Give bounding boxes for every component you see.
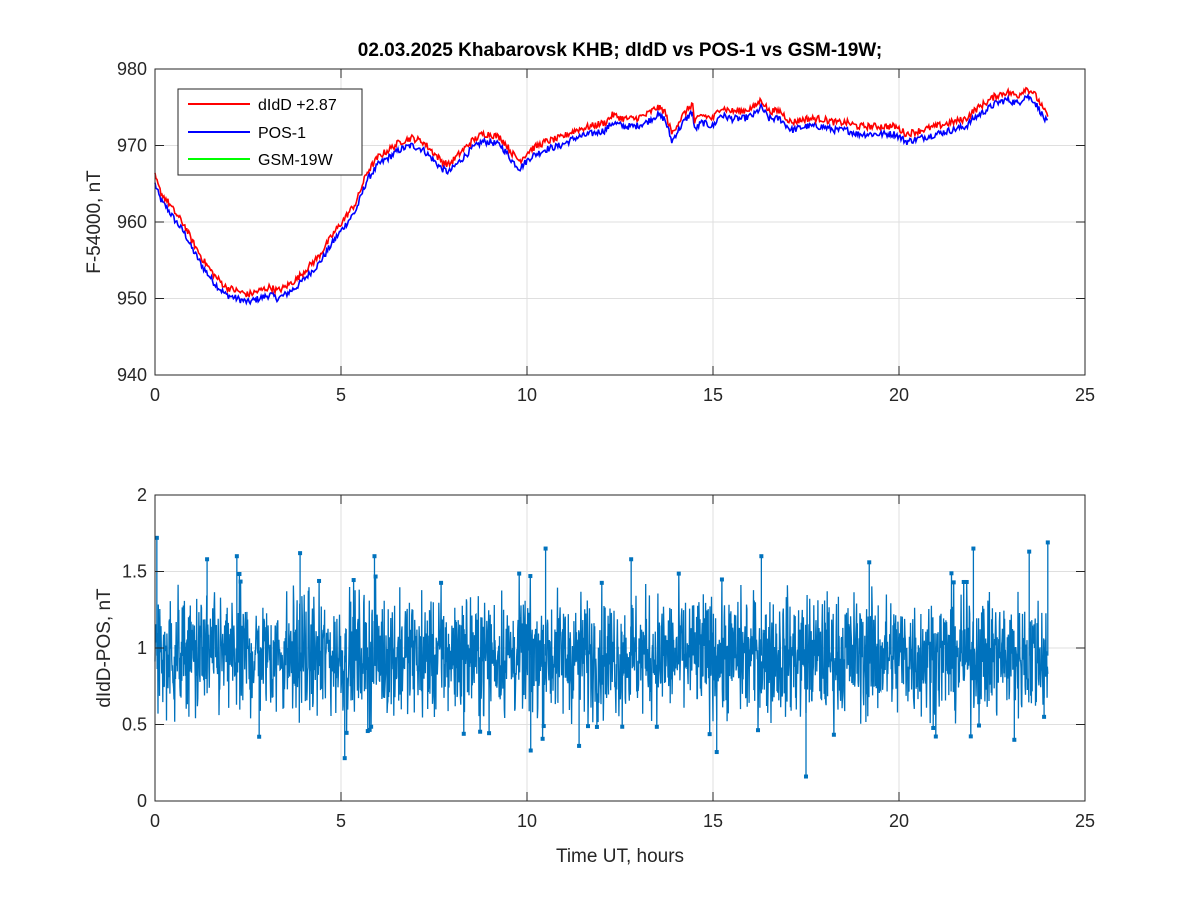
data-point-marker [577, 743, 582, 748]
bottom-axes: 0 5 10 15 20 25 0 0.5 1 1.5 2 Time UT, hours dIdD-… [94, 485, 1095, 867]
legend-label-pos1: POS-1 [258, 125, 306, 142]
data-point-marker [1012, 737, 1017, 742]
data-point-marker [317, 578, 322, 583]
y-tick-label: 950 [117, 289, 147, 309]
data-point-marker [373, 574, 378, 579]
x-tick-label: 10 [517, 385, 537, 405]
data-point-marker [933, 734, 938, 739]
data-point-marker [629, 557, 634, 562]
data-point-marker [961, 579, 966, 584]
data-point-marker [949, 571, 954, 576]
data-point-marker [351, 578, 356, 583]
bottom-ticks: 0 5 10 15 20 25 0 0.5 1 1.5 2 [122, 485, 1095, 831]
data-point-marker [586, 724, 591, 729]
data-point-marker [238, 579, 243, 584]
data-point-marker [237, 572, 242, 577]
data-point-marker [154, 535, 159, 540]
legend-label-gsm19w: GSM-19W [258, 152, 334, 169]
series-line-didd [154, 86, 1049, 298]
data-point-marker [439, 580, 444, 585]
bottom-x-axis-label: Time UT, hours [556, 846, 684, 867]
data-point-marker [1027, 549, 1032, 554]
x-tick-label: 10 [517, 811, 537, 831]
data-point-marker [234, 554, 239, 559]
data-point-marker [342, 756, 347, 761]
data-point-marker [541, 724, 546, 729]
data-point-marker [971, 546, 976, 551]
data-point-marker [372, 554, 377, 559]
x-tick-label: 25 [1075, 385, 1095, 405]
y-tick-label: 0.5 [122, 715, 147, 735]
bottom-series-layer [154, 535, 1050, 779]
data-point-marker [719, 577, 724, 582]
y-tick-label: 1.5 [122, 562, 147, 582]
data-point-marker [369, 724, 374, 729]
data-point-marker [487, 731, 492, 736]
data-point-marker [528, 748, 533, 753]
x-tick-label: 0 [150, 385, 160, 405]
data-point-marker [620, 724, 625, 729]
top-chart-title: 02.03.2025 Khabarovsk KHB; dIdD vs POS-1… [358, 40, 882, 61]
data-point-marker [298, 551, 303, 556]
y-tick-label: 960 [117, 212, 147, 232]
x-tick-label: 15 [703, 811, 723, 831]
x-tick-label: 20 [889, 385, 909, 405]
data-point-marker [676, 571, 681, 576]
data-point-marker [867, 560, 872, 565]
data-point-marker [517, 571, 522, 576]
data-point-marker [654, 724, 659, 729]
data-point-marker [528, 574, 533, 579]
data-point-marker [831, 732, 836, 737]
data-point-marker [594, 724, 599, 729]
y-tick-label: 0 [137, 791, 147, 811]
data-point-marker [968, 734, 973, 739]
data-point-marker [756, 728, 761, 733]
data-point-marker [964, 579, 969, 584]
data-point-marker [478, 729, 483, 734]
data-point-marker [461, 731, 466, 736]
data-point-marker [976, 723, 981, 728]
y-tick-label: 970 [117, 136, 147, 156]
data-point-marker [543, 546, 548, 551]
series-line-didd-pos [154, 573, 1049, 739]
top-axes: 0 5 10 15 20 25 940 950 960 970 980 02.03.2025 Kha… [84, 40, 1095, 405]
data-point-marker [714, 750, 719, 755]
y-tick-label: 980 [117, 59, 147, 79]
series-line-pos1 [154, 92, 1049, 306]
data-point-marker [759, 554, 764, 559]
data-point-marker [344, 730, 349, 735]
bottom-y-axis-label: dIdD-POS, nT [94, 588, 115, 708]
data-point-marker [599, 580, 604, 585]
data-point-marker [931, 725, 936, 730]
data-point-marker [951, 580, 956, 585]
y-tick-label: 1 [137, 638, 147, 658]
legend: dIdD +2.87 POS-1 GSM-19W [177, 88, 363, 176]
data-point-marker [1045, 540, 1050, 545]
y-tick-label: 940 [117, 365, 147, 385]
data-point-marker [1042, 714, 1047, 719]
x-tick-label: 0 [150, 811, 160, 831]
data-point-marker [707, 732, 712, 737]
data-point-marker [367, 727, 372, 732]
x-tick-label: 15 [703, 385, 723, 405]
data-point-marker [540, 736, 545, 741]
x-tick-label: 5 [336, 385, 346, 405]
legend-label-didd: dIdD +2.87 [258, 97, 337, 114]
top-y-axis-label: F-54000, nT [84, 170, 105, 274]
data-point-marker [804, 774, 808, 779]
data-point-marker [205, 557, 210, 562]
x-tick-label: 5 [336, 811, 346, 831]
y-tick-label: 2 [137, 485, 147, 505]
x-tick-label: 20 [889, 811, 909, 831]
top-ticks: 0 5 10 15 20 25 940 950 960 970 980 [117, 59, 1095, 405]
data-point-marker [257, 734, 262, 739]
top-series-layer [154, 86, 1049, 306]
x-tick-label: 25 [1075, 811, 1095, 831]
